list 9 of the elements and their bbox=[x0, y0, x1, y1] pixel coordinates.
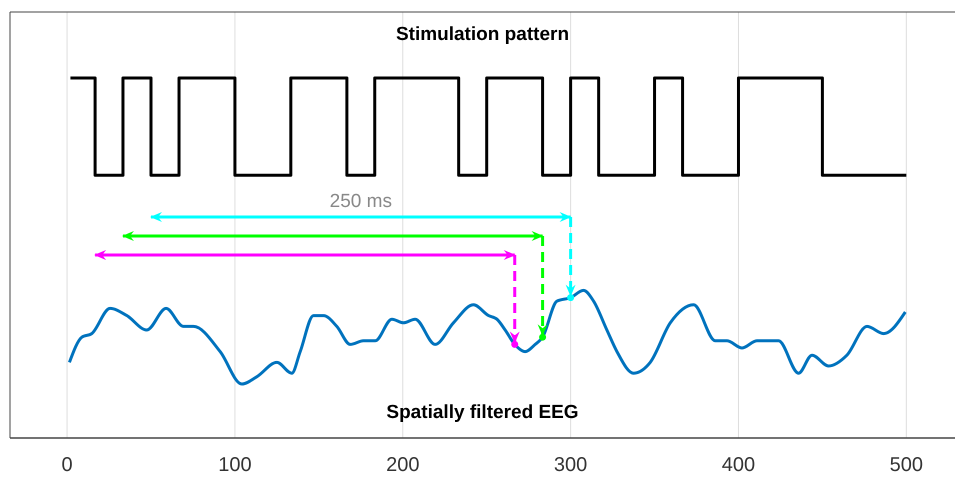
x-tick-label: 100 bbox=[218, 454, 252, 476]
annotation: Spatially filtered EEG bbox=[386, 402, 579, 423]
chart-title: Stimulation pattern bbox=[396, 24, 570, 45]
x-tick-label: 300 bbox=[554, 454, 588, 476]
x-tick-label: 200 bbox=[386, 454, 420, 476]
x-tick-label: 0 bbox=[62, 454, 73, 476]
x-tick-label: 400 bbox=[722, 454, 756, 476]
annotation: 250 ms bbox=[330, 191, 392, 212]
x-tick-label: 500 bbox=[890, 454, 924, 476]
